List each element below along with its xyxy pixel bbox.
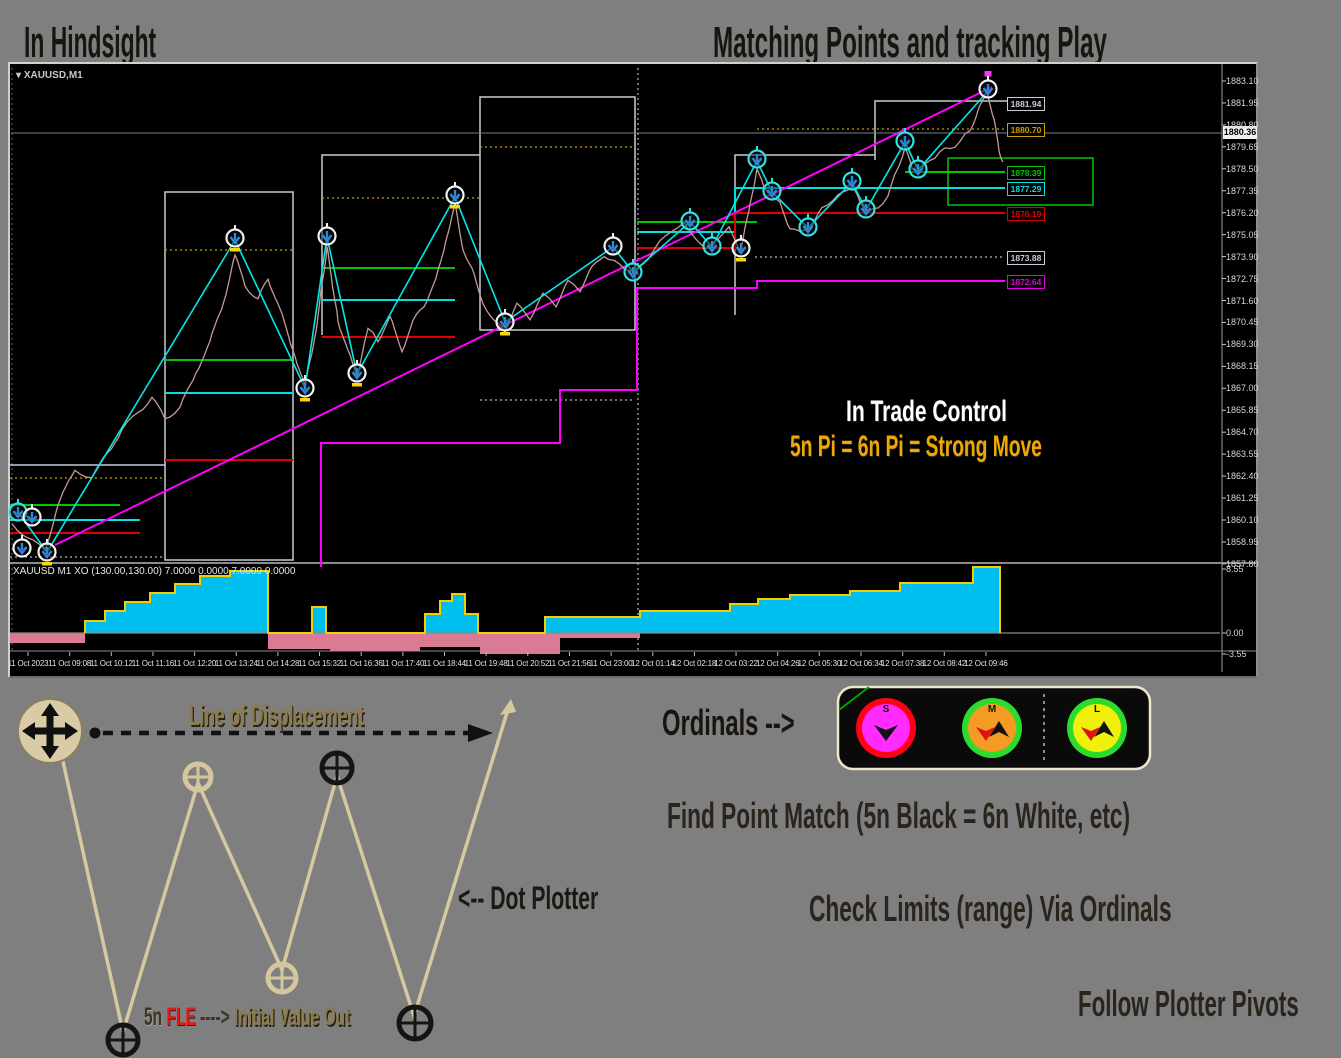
trade-control-title: In Trade Control	[846, 395, 1008, 428]
price-axis-label: 1864.70	[1226, 427, 1259, 438]
price-axis-label: 1860.10	[1226, 515, 1259, 525]
price-axis-label: 1880.80	[1226, 119, 1259, 130]
price-tag-1880.70[interactable]: 1880.70	[1007, 123, 1045, 137]
fle-arrow: ---->	[195, 1003, 234, 1031]
fle-red-label: FLE	[166, 1003, 196, 1031]
dot-plotter-label: <-- Dot Plotter	[458, 880, 599, 916]
indicator-axis-label: 0.00	[1226, 628, 1244, 638]
time-axis-label: 11 Oct 14:28	[256, 659, 300, 668]
ordinal-badge-M: M	[962, 698, 1022, 758]
chart-window[interactable]	[8, 62, 1258, 678]
svg-text:L: L	[1094, 704, 1100, 715]
price-axis-label: 1863.55	[1226, 449, 1259, 460]
price-axis-label: 1857.80	[1226, 558, 1259, 569]
time-axis-label: 12 Oct 02:18	[672, 659, 717, 668]
price-axis-label: 1868.15	[1226, 361, 1259, 372]
plotter-dot-black	[319, 750, 355, 786]
displacement-diagram	[17, 698, 516, 1058]
time-axis-label: 12 Oct 07:38	[880, 659, 925, 668]
price-tag-1881.94[interactable]: 1881.94	[1007, 97, 1045, 111]
time-axis-label: 11 Oct 13:24	[214, 659, 258, 668]
displacement-arrowhead	[468, 724, 493, 742]
price-tag-1873.88[interactable]: 1873.88	[1007, 251, 1045, 265]
plotter-dot-black	[105, 1022, 141, 1058]
trade-control-subtitle: 5n Pi = 6n Pi = Strong Move	[790, 430, 1042, 463]
price-tag-1876.19[interactable]: 1876.19	[1007, 207, 1045, 221]
time-axis-label: 11 Oct 23:00	[589, 659, 633, 668]
price-axis-label: 1869.30	[1226, 339, 1259, 350]
price-axis-label: 1865.85	[1226, 405, 1259, 416]
time-axis-label: 11 Oct 21:56	[547, 659, 591, 668]
title-matching-points: Matching Points and tracking Play	[713, 18, 1107, 67]
price-axis-label: 1872.75	[1226, 273, 1259, 284]
plotter-dot-tan	[182, 761, 214, 793]
time-axis-label: 11 Oct 16:36	[339, 659, 383, 668]
price-axis-label: 1862.40	[1226, 471, 1259, 482]
price-axis-label: 1879.65	[1226, 141, 1259, 152]
ordinal-badge-L: L	[1067, 698, 1127, 758]
plotter-dot-black	[396, 1004, 434, 1042]
time-axis-label: 12 Oct 03:22	[714, 659, 758, 668]
price-axis-label: 1876.20	[1226, 207, 1259, 218]
time-axis-label: 12 Oct 08:42	[922, 659, 967, 668]
time-axis-label: 11 Oct 19:48	[464, 659, 508, 668]
chevron-down-icon: ▾	[16, 70, 22, 81]
price-tag-1872.64[interactable]: 1872.64	[1007, 275, 1045, 289]
price-axis-label: 1861.25	[1226, 493, 1259, 504]
price-tag-1878.39[interactable]: 1878.39	[1007, 166, 1045, 180]
time-axis-label: 12 Oct 06:34	[839, 659, 883, 668]
time-axis-label: 12 Oct 01:14	[631, 659, 675, 668]
current-price-box: 1880.36	[1223, 126, 1257, 139]
ordinal-badge-S: S	[856, 698, 916, 758]
price-axis-label: 1873.90	[1226, 251, 1259, 262]
title-in-hindsight: In Hindsight	[24, 18, 157, 67]
indicator-label: XAUUSD M1 XO (130.00,130.00) 7.0000 0.00…	[13, 566, 296, 577]
fle-suffix: Initial Value Out	[233, 1003, 351, 1031]
price-axis-label: 1875.05	[1226, 229, 1259, 240]
check-limits-label: Check Limits (range) Via Ordinals	[809, 888, 1172, 929]
price-axis-label: 1858.95	[1226, 537, 1259, 547]
line-of-displacement-label: Line of Displacement	[189, 700, 365, 732]
price-axis-label: 1877.35	[1226, 185, 1259, 196]
price-axis-label: 1870.45	[1226, 317, 1259, 328]
price-axis-label: 1883.10	[1226, 76, 1259, 86]
symbol-selector[interactable]: ▾ XAUUSD,M1	[16, 70, 83, 81]
symbol-label: XAUUSD,M1	[23, 70, 83, 81]
svg-text:M: M	[988, 704, 996, 715]
price-axis-label: 1871.60	[1226, 295, 1259, 306]
time-axis-label: 11 Oct 12:20	[173, 659, 216, 668]
time-axis-label: 11 Oct 2023	[7, 659, 49, 668]
follow-plotter-label: Follow Plotter Pivots	[1078, 983, 1299, 1024]
time-axis-label: 12 Oct 04:26	[755, 659, 800, 668]
move-cross-icon	[17, 698, 83, 764]
svg-text:S: S	[883, 704, 890, 715]
time-axis-label: 11 Oct 20:52	[506, 659, 550, 668]
indicator-axis-label: -3.55	[1226, 649, 1247, 659]
fle-annotation: 5n FLE ----> Initial Value Out	[144, 1003, 350, 1032]
ordinals-label: Ordinals -->	[662, 702, 795, 743]
price-axis-label: 1881.95	[1226, 98, 1259, 108]
price-tag-1877.29[interactable]: 1877.29	[1007, 182, 1045, 196]
fle-prefix: 5n	[144, 1003, 167, 1031]
price-axis-label: 1867.00	[1226, 383, 1259, 394]
time-axis-label: 11 Oct 10:12	[89, 659, 133, 668]
find-point-match-label: Find Point Match (5n Black = 6n White, e…	[667, 795, 1131, 836]
time-axis-label: 11 Oct 09:08	[48, 659, 92, 668]
plotter-zigzag	[60, 699, 516, 1058]
time-axis-label: 11 Oct 15:32	[298, 659, 341, 668]
time-axis-label: 11 Oct 18:44	[423, 659, 466, 668]
time-axis-label: 11 Oct 11:16	[131, 659, 174, 668]
price-axis-label: 1878.50	[1226, 163, 1259, 174]
time-axis-label: 12 Oct 09:46	[964, 659, 1008, 668]
time-axis-label: 11 Oct 17:40	[381, 659, 425, 668]
indicator-axis-label: 8.55	[1226, 564, 1244, 574]
plotter-dot-tan	[265, 961, 299, 995]
time-axis-label: 12 Oct 05:30	[797, 659, 842, 668]
